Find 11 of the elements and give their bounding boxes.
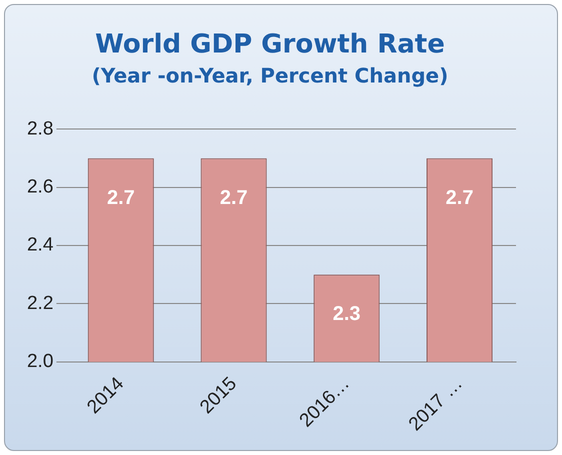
data-label: 2.7 — [220, 186, 248, 209]
chart-subtitle: (Year -on-Year, Percent Change) — [92, 63, 448, 88]
y-tick-label: 2.2 — [26, 292, 54, 314]
y-tick-label: 2.4 — [26, 234, 54, 256]
data-label: 2.7 — [106, 186, 135, 209]
chart-title: World GDP Growth Rate — [95, 29, 445, 60]
data-label: 2.7 — [446, 186, 474, 209]
y-tick-label: 2.6 — [26, 176, 54, 198]
y-tick-label: 2.0 — [26, 351, 54, 372]
data-label: 2.3 — [332, 303, 361, 326]
y-tick-label: 2.8 — [26, 118, 54, 140]
